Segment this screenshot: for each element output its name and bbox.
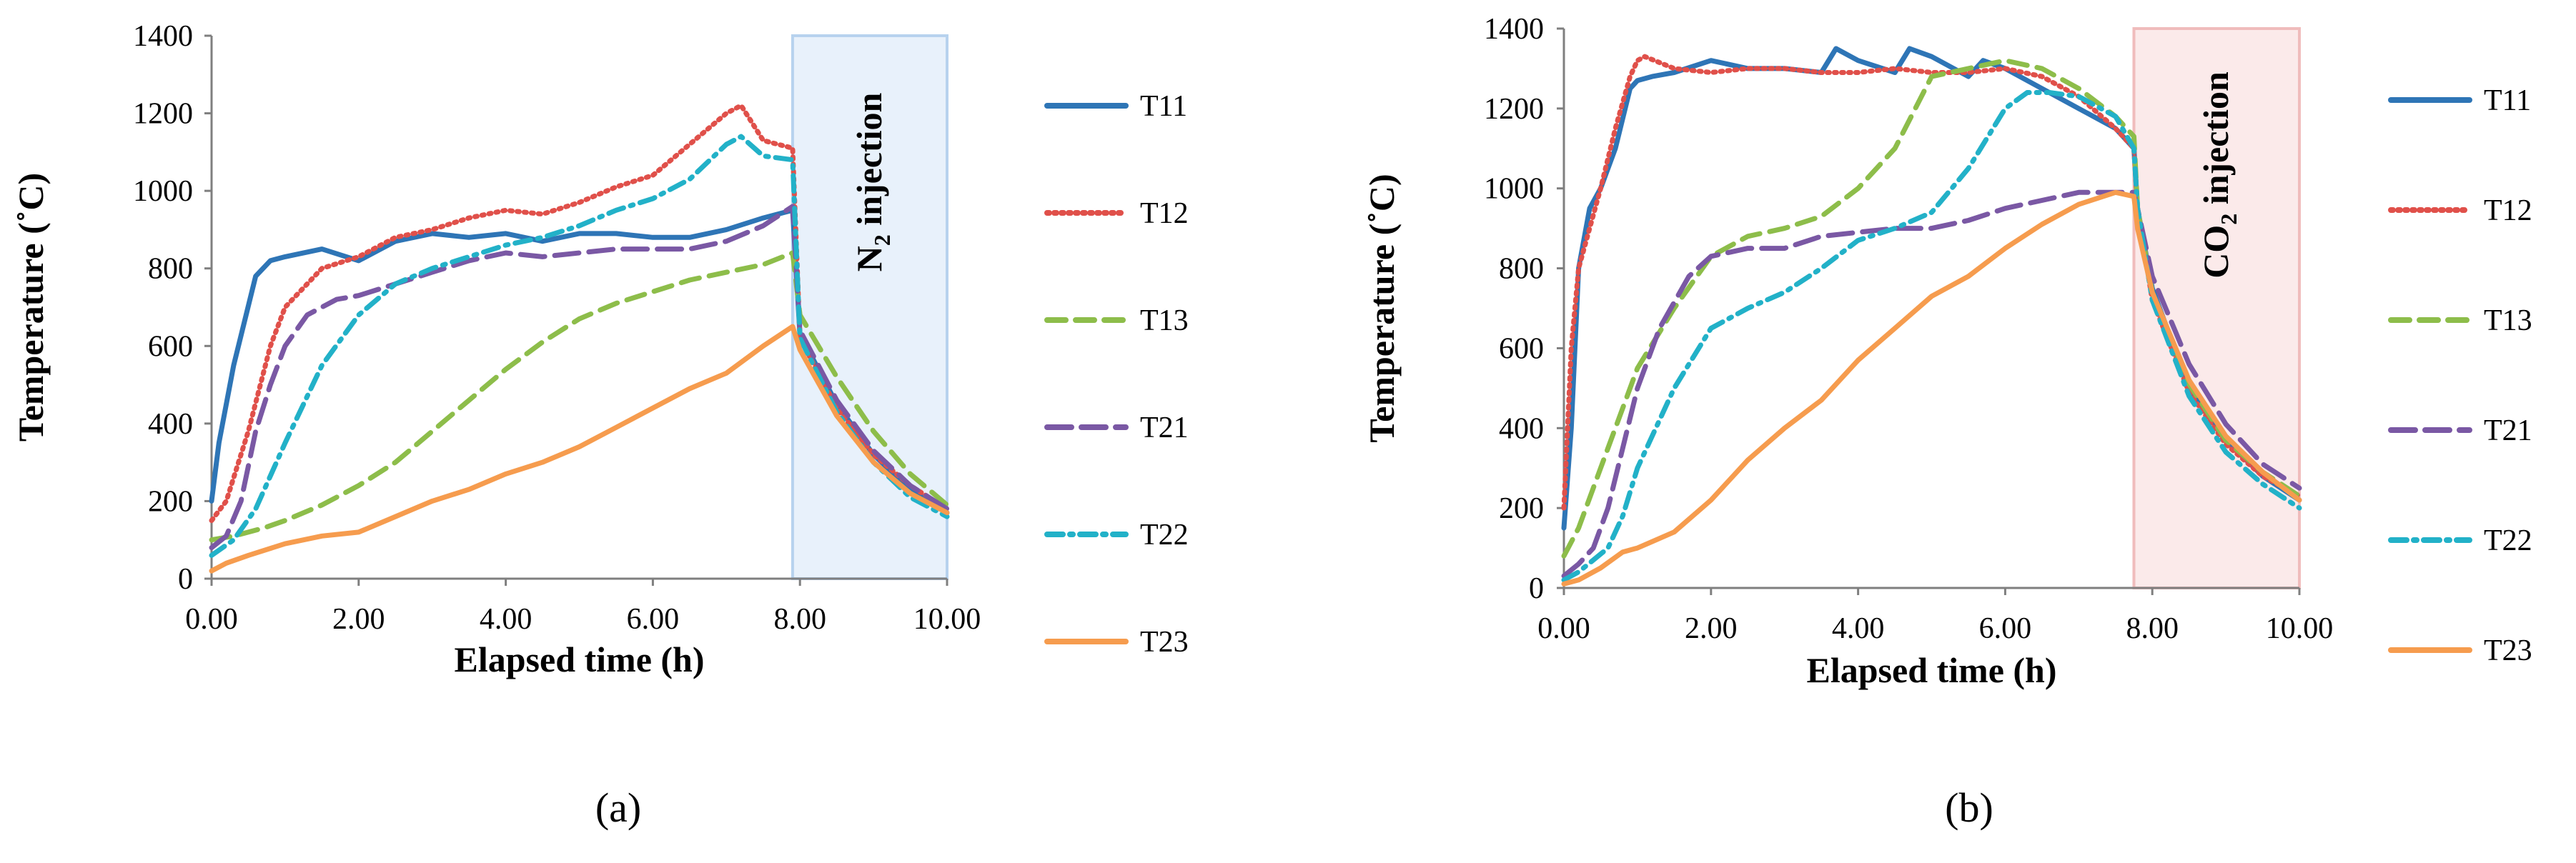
x-tick-label: 2.00 xyxy=(332,603,385,636)
legend-label-T11: T11 xyxy=(2484,84,2531,117)
y-tick-label: 1000 xyxy=(1484,173,1544,206)
x-tick-label: 10.00 xyxy=(2266,612,2334,645)
y-tick-label: 1400 xyxy=(1484,13,1544,46)
panel-label: (a) xyxy=(595,784,641,831)
legend-label-T21: T21 xyxy=(2484,414,2532,447)
y-axis-title: Temperature (˚C) xyxy=(11,173,51,442)
y-tick-label: 1000 xyxy=(133,175,193,208)
legend-label-T22: T22 xyxy=(2484,524,2532,557)
injection-label-sub: 2 xyxy=(2216,214,2241,225)
y-tick-label: 1200 xyxy=(1484,93,1544,126)
injection-label: N2 injection xyxy=(849,92,895,271)
injection-label-prefix: CO xyxy=(2196,225,2236,279)
injection-label-sub: 2 xyxy=(869,234,895,246)
legend-label-T13: T13 xyxy=(2484,304,2532,337)
y-tick-label: 400 xyxy=(1499,412,1544,445)
legend-label-T23: T23 xyxy=(1140,626,1189,659)
legend-label-T11: T11 xyxy=(1140,90,1187,123)
x-tick-label: 10.00 xyxy=(913,603,981,636)
series-line-T23 xyxy=(209,324,950,574)
chart-panel-a: N2 injection 0 200 400 600 800 1000 1200 1400 0.0… xyxy=(11,20,1189,831)
series-line-T13 xyxy=(209,250,950,543)
panel-label: (b) xyxy=(1945,784,1993,831)
y-tick-label: 0 xyxy=(178,563,193,596)
legend-label-T12: T12 xyxy=(1140,197,1189,230)
series-line-T23 xyxy=(1561,189,2302,587)
x-axis-title: Elapsed time (h) xyxy=(455,639,705,679)
y-tick-label: 200 xyxy=(1499,492,1544,525)
x-tick-label: 4.00 xyxy=(480,603,532,636)
y-tick-label: 400 xyxy=(148,408,193,441)
legend-label-T12: T12 xyxy=(2484,194,2532,227)
y-tick-label: 1200 xyxy=(133,98,193,131)
x-tick-label: 6.00 xyxy=(627,603,680,636)
x-tick-label: 6.00 xyxy=(1979,612,2032,645)
injection-region xyxy=(791,34,949,580)
injection-label: CO2 injection xyxy=(2196,71,2241,279)
legend-label-T23: T23 xyxy=(2484,634,2532,667)
x-tick-label: 2.00 xyxy=(1685,612,1738,645)
y-tick-label: 800 xyxy=(148,253,193,286)
injection-label-suffix: injection xyxy=(2196,71,2236,214)
legend-label-T22: T22 xyxy=(1140,519,1189,552)
x-tick-label: 4.00 xyxy=(1832,612,1885,645)
y-tick-label: 800 xyxy=(1499,253,1544,286)
x-tick-label: 8.00 xyxy=(2126,612,2179,645)
x-tick-label: 0.00 xyxy=(185,603,238,636)
y-tick-label: 600 xyxy=(148,330,193,363)
series-line-T22 xyxy=(209,134,950,558)
legend-label-T13: T13 xyxy=(1140,304,1189,337)
y-tick-label: 600 xyxy=(1499,332,1544,365)
injection-label-suffix: injection xyxy=(849,92,889,234)
y-tick-label: 200 xyxy=(148,485,193,518)
y-tick-label: 1400 xyxy=(133,20,193,53)
injection-label-prefix: N xyxy=(849,246,889,271)
y-axis-title: Temperature (˚C) xyxy=(1362,174,1402,442)
chart-panel-b: CO2 injection 0 200 400 600 800 1000 1200 1400 0.… xyxy=(1362,13,2532,831)
legend-label-T21: T21 xyxy=(1140,411,1189,444)
x-axis-title: Elapsed time (h) xyxy=(1807,650,2057,690)
x-tick-label: 8.00 xyxy=(773,603,826,636)
y-tick-label: 0 xyxy=(1529,572,1544,605)
x-tick-label: 0.00 xyxy=(1537,612,1590,645)
